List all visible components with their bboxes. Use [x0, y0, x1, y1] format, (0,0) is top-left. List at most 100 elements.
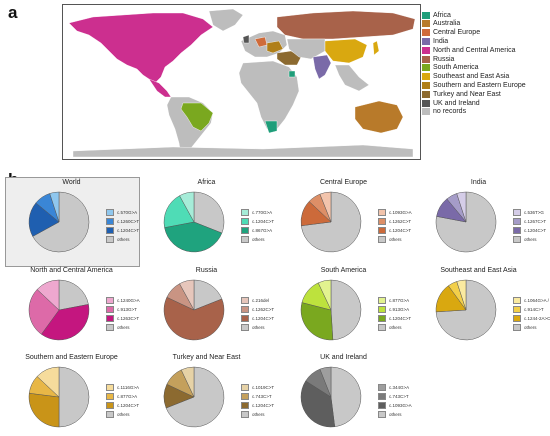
pie-legend-item: c.570G>A — [106, 208, 139, 216]
map-legend-swatch — [422, 20, 430, 28]
pie-chart-world: World c.570G>A c.1260C>T c.1204C>T others — [5, 177, 139, 261]
pie-legend-item: c.1262C>T — [241, 305, 274, 313]
map-legend-label: Southeast and East Asia — [433, 73, 510, 81]
pie-legend-label: others — [524, 324, 537, 330]
map-legend-item: UK and Ireland — [422, 99, 480, 107]
pie-chart-india: India c.536T>G c.1267C>T c.1204C>T others — [412, 177, 546, 261]
pie-legend-label: c.1204C>T — [389, 227, 412, 233]
pie-slice-others — [58, 366, 90, 428]
pie-legend-item: c.1204C>T — [513, 226, 546, 234]
pie-legend-item: c.1064G>A / c.416C>T — [513, 296, 550, 304]
pie-legend-item: others — [378, 323, 411, 331]
pie-legend: c.536T>G c.1267C>T c.1204C>T others — [513, 208, 546, 244]
pie-legend-item: others — [378, 235, 412, 243]
pie-title: Africa — [197, 179, 216, 186]
map-legend-label: Australia — [433, 20, 461, 28]
pie-legend-label: c.877G>A — [117, 393, 138, 399]
pie-legend-swatch — [378, 208, 386, 216]
pie-legend-label: c.1262C>T — [252, 306, 275, 312]
pie-legend-swatch — [513, 305, 521, 313]
pie-legend-label: c.1019C>T — [252, 384, 275, 390]
map-legend-label: UK and Ireland — [433, 99, 480, 107]
map-legend-swatch — [422, 55, 430, 63]
pie-legend-item: c.1204C>T — [241, 401, 274, 409]
map-legend-label: Turkey and Near East — [433, 90, 501, 98]
map-legend-item: Turkey and Near East — [422, 90, 501, 98]
pie-slice-c-1204c-t — [28, 392, 60, 428]
pie-legend-swatch — [106, 305, 114, 313]
pie-legend-swatch — [378, 305, 386, 313]
pie-legend-label: c.1064G>A / c.416C>T — [524, 297, 550, 303]
pie-slice-c-1093g-a — [319, 191, 332, 223]
pie-legend-item: c.1204C>T — [241, 314, 274, 322]
pie-svg — [435, 191, 497, 253]
pie-legend-item: c.1116G>A — [106, 383, 139, 391]
pie-chart-turkey-and-near-east: Turkey and Near East c.1019C>T c.743C>T c.1… — [140, 352, 275, 436]
pie-title: Southeast and East Asia — [440, 267, 517, 274]
pie-legend-swatch — [241, 392, 249, 400]
pie-chart-southern-and-eastern-europe: Southern and Eastern Europe c.1116G>A c.87… — [5, 352, 140, 436]
pie-legend-swatch — [378, 296, 386, 304]
pie-legend-label: c.216del — [252, 297, 270, 303]
map-uk — [242, 34, 250, 44]
map-legend-label: India — [433, 37, 449, 45]
pie-legend: c.877G>A c.913G>A c.1204C>T others — [378, 296, 411, 332]
pie-legend-item: c.867G>A — [241, 226, 274, 234]
pie-slice-others — [435, 191, 497, 253]
pie-legend: c.216del c.1262C>T c.1204C>T others — [241, 296, 274, 332]
pie-legend-swatch — [106, 401, 114, 409]
pie-legend-swatch — [378, 383, 386, 391]
pie-legend: c.344G>A c.743C>T c.1093G>A others — [378, 383, 412, 419]
pie-slice-others — [58, 279, 89, 311]
pie-legend-swatch — [241, 235, 249, 243]
pie-slice-c-216del — [179, 279, 195, 311]
map-legend-item: no records — [422, 108, 466, 116]
pie-legend-label: c.913G>A — [389, 306, 410, 312]
pie-legend-item: others — [106, 323, 140, 331]
pie-legend-label: c.1262C>T — [389, 218, 412, 224]
pie-legend-label: c.1204C>T — [252, 218, 275, 224]
pie-slice-others — [165, 366, 225, 428]
pie-legend-swatch — [513, 226, 521, 234]
pie-legend-swatch — [106, 217, 114, 225]
pie-legend-swatch — [106, 410, 114, 418]
pie-legend-label: c.877G>A — [389, 297, 410, 303]
pie-legend-swatch — [513, 235, 521, 243]
pie-legend-label: c.1204C>T — [117, 402, 140, 408]
pie-legend-label: c.536T>G — [524, 209, 544, 215]
map-legend-item: Russia — [422, 55, 454, 63]
map-central-america — [148, 78, 172, 98]
map-russia — [276, 10, 416, 40]
pie-legend-swatch — [241, 226, 249, 234]
pie-title: India — [470, 179, 487, 186]
map-central-asia — [286, 38, 326, 60]
pie-legend-label: c.743C>T — [252, 393, 272, 399]
pie-legend-swatch — [513, 314, 521, 322]
map-legend-item: Southeast and East Asia — [422, 73, 509, 81]
pie-legend-swatch — [378, 401, 386, 409]
pie-legend-swatch — [241, 401, 249, 409]
map-south-africa — [264, 120, 278, 134]
pie-slice-c-1019c-t — [180, 366, 195, 398]
pie-svg — [300, 191, 362, 253]
map-legend-item: Central Europe — [422, 29, 480, 37]
pie-legend-label: others — [252, 236, 265, 242]
pie-chart-southeast-and-east-asia: Southeast and East Asia c.1064G>A / c.416… — [412, 265, 550, 349]
pie-legend-item: others — [241, 410, 274, 418]
pie-chart-central-europe: Central Europe c.1093G>A c.1262C>T c.1204C>… — [277, 177, 412, 261]
pie-svg — [163, 191, 225, 253]
pie-legend-swatch — [241, 383, 249, 391]
pie-legend-item: c.913G>A — [378, 305, 411, 313]
pie-legend-label: c.344G>A — [389, 384, 410, 390]
pie-legend-label: c.1240G>A — [117, 297, 140, 303]
pie-legend-label: c.1267C>T — [524, 218, 547, 224]
pie-legend-swatch — [513, 217, 521, 225]
pie-legend-item: others — [378, 410, 412, 418]
map-japan — [372, 40, 380, 56]
pie-legend-swatch — [241, 217, 249, 225]
pie-legend-item: c.743C>T — [241, 392, 274, 400]
pie-slice-c-1064g-a-c-416c-t — [456, 279, 467, 311]
map-brazil — [180, 102, 214, 132]
pie-slice-c-1093g-a — [300, 380, 336, 428]
map-legend-item: Australia — [422, 20, 460, 28]
